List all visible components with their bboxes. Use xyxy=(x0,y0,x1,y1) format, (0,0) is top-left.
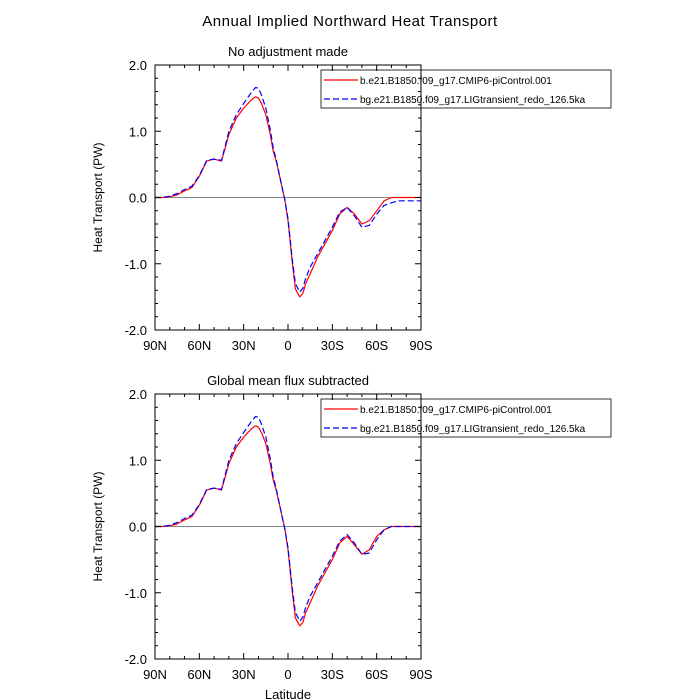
x-tick-label: 60S xyxy=(365,667,388,682)
x-tick-label: 90N xyxy=(143,338,167,353)
y-tick-label: -2.0 xyxy=(125,323,147,338)
x-tick-label: 0 xyxy=(284,667,291,682)
series-line-2 xyxy=(155,86,421,293)
chart-panel-2: Global mean flux subtracted 90N 60N 30N 0 30S… xyxy=(91,373,612,700)
y-tick-label: 1.0 xyxy=(129,453,147,468)
y-tick-label: -2.0 xyxy=(125,652,147,667)
y-tick-label: -1.0 xyxy=(125,586,147,601)
x-tick-label: 0 xyxy=(284,338,291,353)
y-tick-label: 2.0 xyxy=(129,387,147,402)
x-tick-label: 30N xyxy=(232,338,256,353)
y-tick-label: 0.0 xyxy=(129,191,147,206)
x-tick-label: 90S xyxy=(409,338,432,353)
x-tick-label: 30S xyxy=(321,338,344,353)
x-tick-label: 30S xyxy=(321,667,344,682)
legend-label-2: bg.e21.B1850.f09_g17.LIGtransient_redo_1… xyxy=(360,95,586,106)
legend: b.e21.B1850.f09_g17.CMIP6-piControl.001b… xyxy=(320,398,612,438)
legend-label-2: bg.e21.B1850.f09_g17.LIGtransient_redo_1… xyxy=(360,424,586,435)
y-tick-label: 1.0 xyxy=(129,124,147,139)
y-axis-label: Heat Transport (PW) xyxy=(91,142,105,252)
figure-title: Annual Implied Northward Heat Transport xyxy=(202,13,498,30)
y-tick-label: -1.0 xyxy=(125,257,147,272)
series-line-2 xyxy=(155,415,421,622)
y-tick-label: 0.0 xyxy=(129,520,147,535)
legend-box xyxy=(320,398,612,438)
x-tick-label: 60N xyxy=(187,338,211,353)
y-tick-label: 2.0 xyxy=(129,58,147,73)
panel-title: Global mean flux subtracted xyxy=(207,373,369,388)
x-axis-label: Latitude xyxy=(265,687,311,700)
y-axis-label: Heat Transport (PW) xyxy=(91,471,105,581)
chart-panel-1: No adjustment made 90N 60N 30N 0 30S 60S 90S 2.0… xyxy=(91,44,612,353)
panel-title: No adjustment made xyxy=(228,44,348,59)
x-tick-label: 60N xyxy=(187,667,211,682)
x-tick-label: 90S xyxy=(409,667,432,682)
x-tick-label: 90N xyxy=(143,667,167,682)
x-tick-label: 30N xyxy=(232,667,256,682)
legend-label-1: b.e21.B1850.f09_g17.CMIP6-piControl.001 xyxy=(360,405,552,416)
legend-box xyxy=(320,69,612,109)
series-line-1 xyxy=(155,96,421,298)
legend-label-1: b.e21.B1850.f09_g17.CMIP6-piControl.001 xyxy=(360,76,552,87)
x-tick-label: 60S xyxy=(365,338,388,353)
series-line-1 xyxy=(155,425,421,627)
legend: b.e21.B1850.f09_g17.CMIP6-piControl.001b… xyxy=(320,69,612,109)
